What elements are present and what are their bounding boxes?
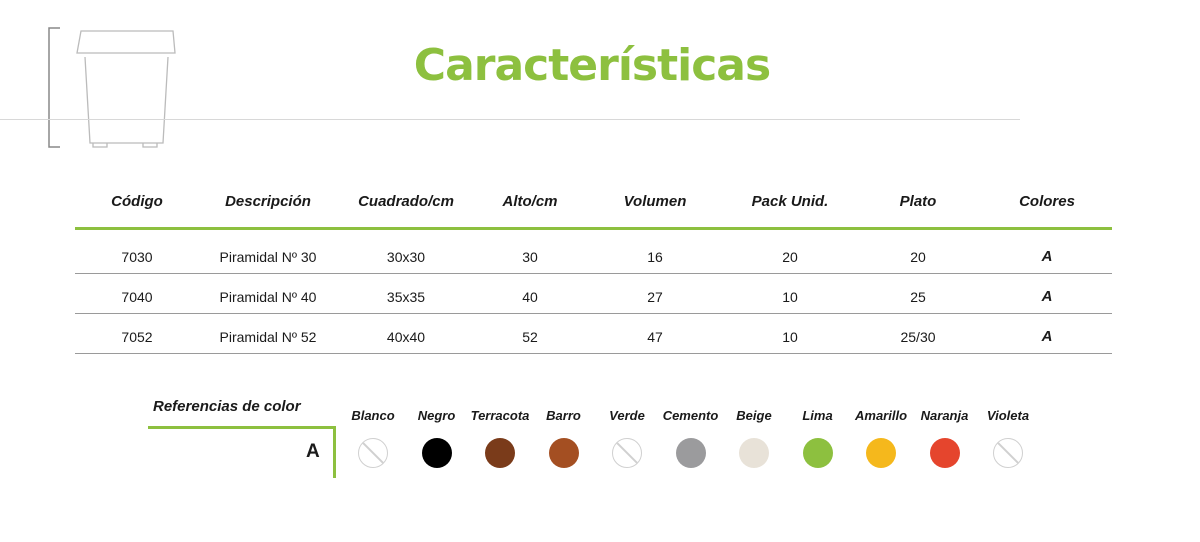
unavailable-swatch-icon xyxy=(612,438,642,468)
divider xyxy=(0,119,1020,120)
table-cell: 47 xyxy=(647,329,663,345)
table-cell: 10 xyxy=(782,329,798,345)
table-cell: 27 xyxy=(647,289,663,305)
column-header: Código xyxy=(111,193,163,210)
swatch-label: Terracota xyxy=(470,408,530,423)
table-cell: 7052 xyxy=(121,329,153,345)
swatch-label: Blanco xyxy=(351,408,395,423)
table-cell: 40x40 xyxy=(386,329,426,345)
table-cell: 7030 xyxy=(121,249,153,265)
table-cell: 20 xyxy=(910,249,926,265)
table-cell: 30x30 xyxy=(386,249,426,265)
swatch-label: Cemento xyxy=(662,408,719,423)
swatch-label: Beige xyxy=(736,408,772,423)
unavailable-swatch-icon xyxy=(358,438,388,468)
color-swatch xyxy=(866,438,896,468)
swatch-label: Verde xyxy=(609,408,645,423)
column-header: Pack Unid. xyxy=(751,193,829,210)
table-cell: 25/30 xyxy=(900,329,936,345)
color-row-label: A xyxy=(306,441,320,462)
color-swatch xyxy=(421,438,452,468)
table-cell: A xyxy=(1041,288,1053,305)
row-divider xyxy=(75,273,1112,274)
column-header: Plato xyxy=(899,193,937,210)
color-swatch xyxy=(929,438,960,468)
swatch-label: Negro xyxy=(417,408,456,423)
table-cell: 30 xyxy=(522,249,538,265)
swatch-label: Amarillo xyxy=(854,408,908,423)
color-ref-underline xyxy=(148,426,335,429)
row-divider xyxy=(75,313,1112,314)
swatch-label: Lima xyxy=(802,408,833,423)
column-header: Cuadrado/cm xyxy=(358,193,454,210)
color-swatch xyxy=(802,438,833,468)
table-cell: 7040 xyxy=(121,289,153,305)
table-cell: 52 xyxy=(522,329,538,345)
table-cell: Piramidal Nº 52 xyxy=(219,329,317,345)
table-cell: 10 xyxy=(782,289,798,305)
color-ref-vline xyxy=(333,426,336,478)
header-underline xyxy=(75,227,1112,230)
table-cell: 20 xyxy=(782,249,798,265)
page-title: Características xyxy=(413,40,771,91)
color-swatch xyxy=(675,438,706,468)
table-cell: A xyxy=(1041,248,1053,265)
unavailable-swatch-icon xyxy=(993,438,1023,468)
column-header: Volumen xyxy=(623,193,687,210)
row-divider xyxy=(75,353,1112,354)
table-cell: 40 xyxy=(522,289,538,305)
table-cell: Piramidal Nº 30 xyxy=(219,249,317,265)
pot-illustration xyxy=(48,27,176,148)
color-swatch xyxy=(485,438,515,468)
table-cell: 16 xyxy=(647,249,663,265)
swatch-label: Naranja xyxy=(920,408,969,423)
table-cell: Piramidal Nº 40 xyxy=(219,289,317,305)
color-swatch xyxy=(548,438,579,468)
table-cell: 35x35 xyxy=(386,289,426,305)
table-cell: 25 xyxy=(910,289,926,305)
column-header: Descripción xyxy=(225,193,311,210)
color-ref-title: Referencias de color xyxy=(153,398,301,415)
color-swatch xyxy=(739,438,769,468)
column-header: Alto/cm xyxy=(502,193,558,210)
table-cell: A xyxy=(1041,328,1053,345)
column-header: Colores xyxy=(1019,193,1075,210)
swatch-label: Barro xyxy=(546,408,581,423)
swatch-label: Violeta xyxy=(986,408,1030,423)
